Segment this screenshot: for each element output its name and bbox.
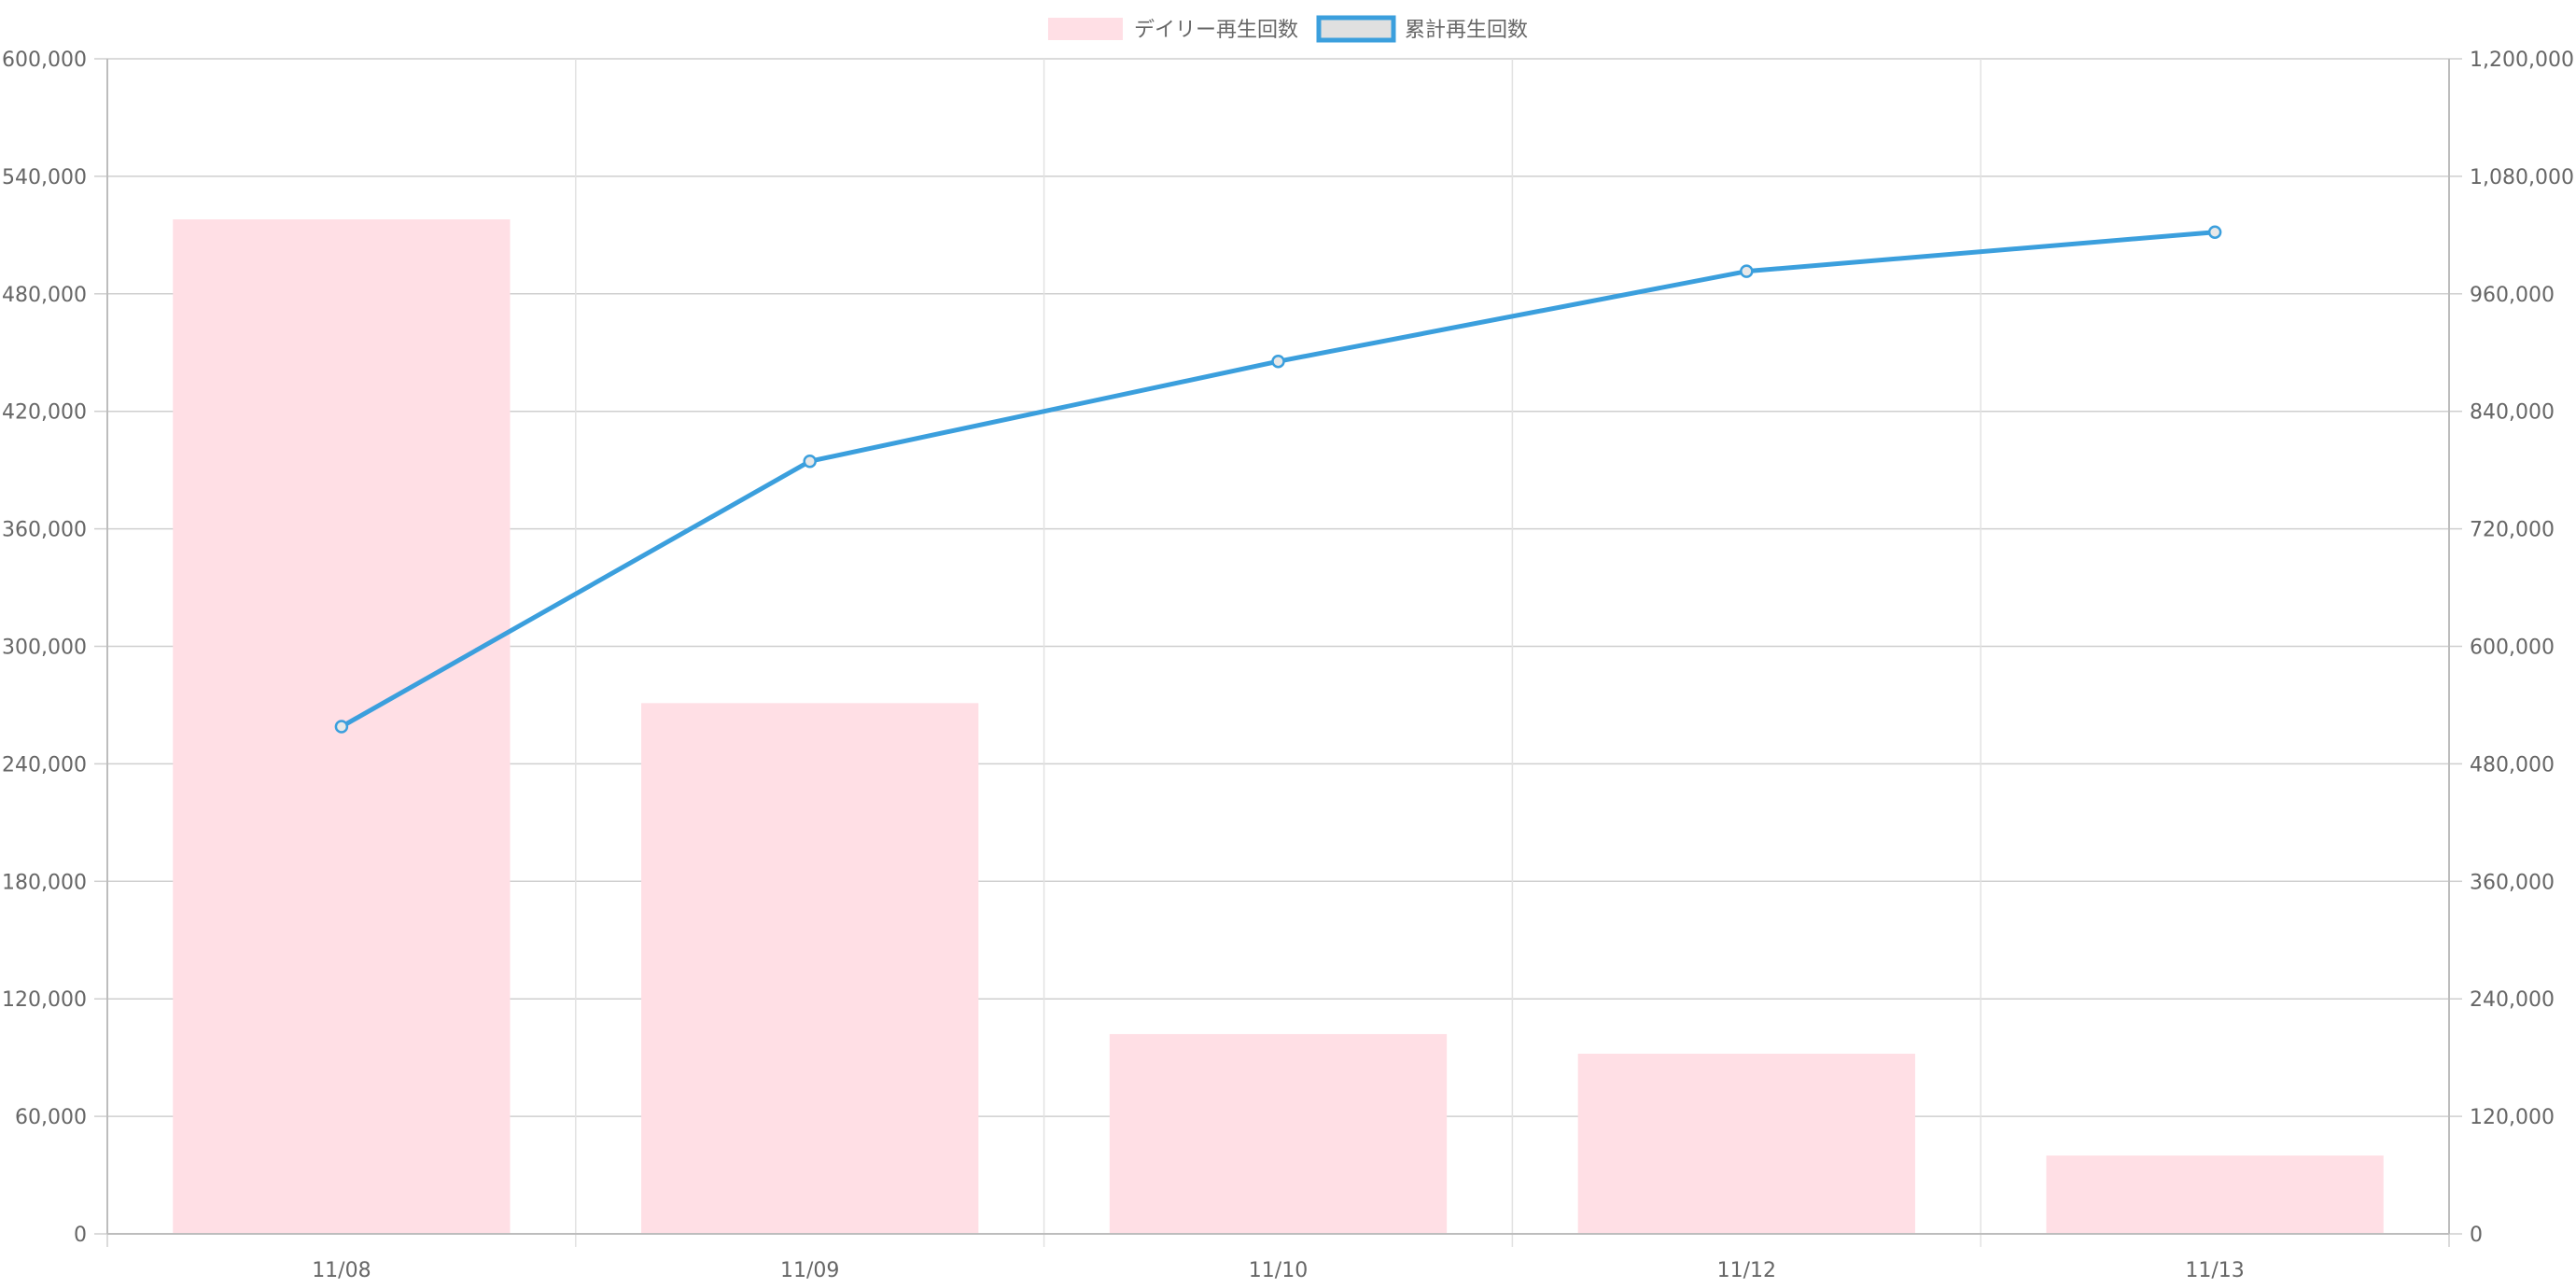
cumulative-point — [803, 454, 817, 469]
x-tick-label: 11/13 — [2185, 1259, 2244, 1282]
cumulative-line — [334, 225, 2222, 734]
y-right-tick-label: 840,000 — [2470, 401, 2555, 425]
y-right-tick-label: 960,000 — [2470, 284, 2555, 307]
cumulative-point — [334, 720, 349, 734]
y-left-tick-label: 600,000 — [2, 49, 87, 72]
tick-labels: 0 0 60,000 120,000 120,000 240,000 180,000 360,… — [2, 49, 2574, 1282]
y-left-tick-label: 0 — [74, 1224, 87, 1247]
y-left-tick-label: 240,000 — [2, 753, 87, 777]
daily-bar — [1577, 1053, 1915, 1234]
legend-swatch — [1316, 15, 1396, 43]
y-left-tick-label: 480,000 — [2, 284, 87, 307]
y-left-tick-label: 60,000 — [15, 1106, 87, 1129]
cumulative-point — [1740, 264, 1754, 278]
y-right-tick-label: 1,080,000 — [2470, 166, 2574, 189]
axes — [106, 59, 2450, 1235]
y-right-tick-label: 600,000 — [2470, 637, 2555, 660]
y-right-tick-label: 0 — [2470, 1224, 2483, 1247]
y-right-tick-label: 480,000 — [2470, 753, 2555, 777]
y-left-tick-label: 420,000 — [2, 401, 87, 425]
x-tick-label: 11/09 — [780, 1259, 839, 1282]
daily-bar — [641, 703, 979, 1234]
y-left-tick-label: 540,000 — [2, 166, 87, 189]
cumulative-point — [1271, 354, 1285, 369]
y-left-tick-label: 180,000 — [2, 871, 87, 894]
x-tick-label: 11/10 — [1249, 1259, 1308, 1282]
daily-bar — [2046, 1155, 2384, 1234]
legend-swatch — [1047, 18, 1123, 40]
x-tick-label: 11/12 — [1717, 1259, 1776, 1282]
daily-bar — [1109, 1033, 1448, 1234]
legend: デイリー再生回数 累計再生回数 — [1047, 15, 1528, 43]
y-left-tick-label: 120,000 — [2, 988, 87, 1012]
y-left-tick-label: 300,000 — [2, 637, 87, 660]
cumulative-point — [2207, 225, 2222, 239]
y-right-tick-label: 360,000 — [2470, 871, 2555, 894]
cumulative-line-path — [340, 230, 2216, 729]
x-tick-label: 11/08 — [312, 1259, 371, 1282]
y-right-tick-label: 240,000 — [2470, 988, 2555, 1012]
legend-label: デイリー再生回数 — [1134, 19, 1298, 42]
legend-label: 累計再生回数 — [1405, 19, 1528, 42]
daily-bars — [173, 219, 2384, 1234]
y-right-tick-label: 1,200,000 — [2470, 49, 2574, 72]
y-left-tick-label: 360,000 — [2, 519, 87, 542]
y-right-tick-label: 720,000 — [2470, 519, 2555, 542]
y-right-tick-label: 120,000 — [2470, 1106, 2555, 1129]
